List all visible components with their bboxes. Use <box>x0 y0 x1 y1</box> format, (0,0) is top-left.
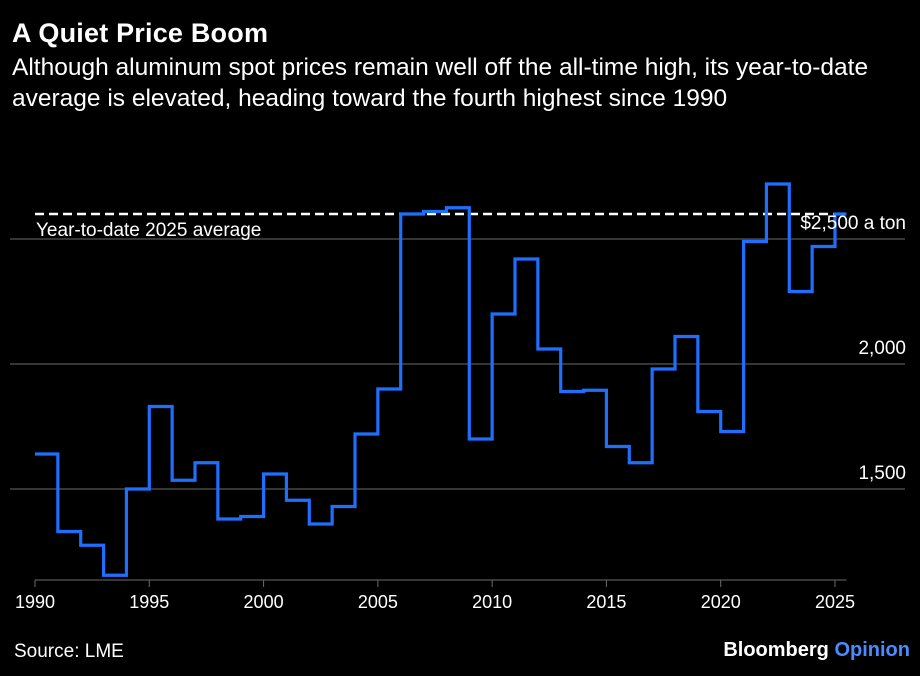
chart-title: A Quiet Price Boom <box>12 18 269 48</box>
y-tick-label-2500: $2,500 a ton <box>800 213 906 234</box>
y-tick-label-2000: 2,000 <box>858 338 906 359</box>
ytd-average-label: Year-to-date 2025 average <box>36 220 261 241</box>
chart-subtitle: Although aluminum spot prices remain wel… <box>12 54 869 112</box>
brand-name: Bloomberg <box>723 639 829 661</box>
x-tick-label-2000: 2000 <box>244 592 284 612</box>
brand-accent: Opinion <box>834 639 910 661</box>
x-tick-label-2015: 2015 <box>586 592 626 612</box>
x-tick-label-2010: 2010 <box>472 592 512 612</box>
x-tick-label-2005: 2005 <box>358 592 398 612</box>
aluminum-price-line <box>35 182 847 577</box>
y-tick-label-1500: 1,500 <box>858 463 906 484</box>
brand-logo: Bloomberg Opinion <box>723 637 910 663</box>
source-note: Source: LME <box>14 641 124 662</box>
x-tick-label-2020: 2020 <box>701 592 741 612</box>
x-tick-label-1995: 1995 <box>129 592 169 612</box>
x-tick-label-1990: 1990 <box>15 592 55 612</box>
x-tick-label-2025: 2025 <box>815 592 855 612</box>
